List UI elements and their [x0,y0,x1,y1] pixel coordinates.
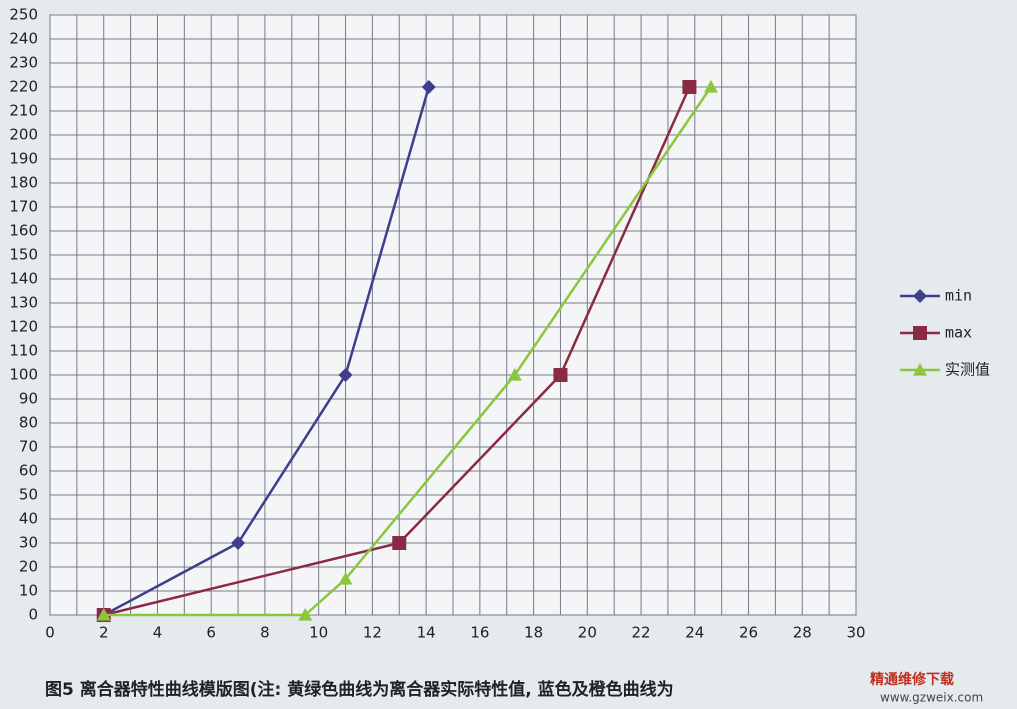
marker [392,536,407,550]
y-tick-label: 70 [19,438,38,456]
y-tick-label: 240 [9,30,38,48]
caption: 图5 离合器特性曲线模版图(注: 黄绿色曲线为离合器实际特性值, 蓝色及橙色曲线… [45,679,674,700]
x-tick-label: 20 [578,624,597,642]
y-tick-label: 50 [19,486,38,504]
y-tick-label: 190 [9,150,38,168]
x-tick-label: 22 [632,624,651,642]
x-tick-label: 18 [524,624,543,642]
y-tick-label: 110 [9,342,38,360]
y-tick-label: 90 [19,390,38,408]
x-tick-label: 4 [153,624,163,642]
marker [231,536,246,550]
y-tick-label: 220 [9,78,38,96]
series-line [103,86,691,617]
x-tick-label: 0 [45,624,55,642]
marker [913,289,927,303]
y-tick-label: 200 [9,126,38,144]
y-tick-label: 250 [9,6,38,24]
marker [553,368,568,382]
marker [913,326,927,340]
watermark: 精通维修下载 [870,671,954,688]
watermark-url: www.gzweix.com [880,691,983,705]
x-tick-label: 12 [363,624,382,642]
marker [421,80,436,94]
x-tick-label: 30 [846,624,865,642]
y-tick-label: 140 [9,270,38,288]
marker [338,368,353,382]
y-tick-label: 210 [9,102,38,120]
x-tick-label: 10 [309,624,328,642]
y-tick-label: 130 [9,294,38,312]
x-tick-label: 28 [793,624,812,642]
y-tick-label: 30 [19,534,38,552]
legend-label: max [945,324,972,342]
y-tick-label: 170 [9,198,38,216]
x-tick-label: 2 [99,624,109,642]
y-tick-label: 180 [9,174,38,192]
x-tick-label: 8 [260,624,270,642]
y-tick-label: 40 [19,510,38,528]
marker [96,608,111,621]
x-tick-label: 14 [417,624,436,642]
y-tick-label: 10 [19,582,38,600]
legend-label: min [945,287,972,305]
marker [913,363,927,376]
y-tick-label: 80 [19,414,38,432]
legend-label: 实测值 [945,361,990,379]
y-tick-label: 20 [19,558,38,576]
y-tick-label: 160 [9,222,38,240]
x-tick-label: 26 [739,624,758,642]
x-tick-label: 16 [470,624,489,642]
y-tick-label: 230 [9,54,38,72]
marker [682,80,697,94]
marker [507,368,522,381]
x-tick-label: 24 [685,624,704,642]
y-tick-label: 100 [9,366,38,384]
marker [298,608,313,621]
y-tick-label: 150 [9,246,38,264]
series-line [103,86,431,617]
x-tick-label: 6 [206,624,216,642]
y-tick-label: 0 [28,606,38,624]
marker [703,80,718,93]
y-tick-label: 120 [9,318,38,336]
marker [338,572,353,585]
y-tick-label: 60 [19,462,38,480]
